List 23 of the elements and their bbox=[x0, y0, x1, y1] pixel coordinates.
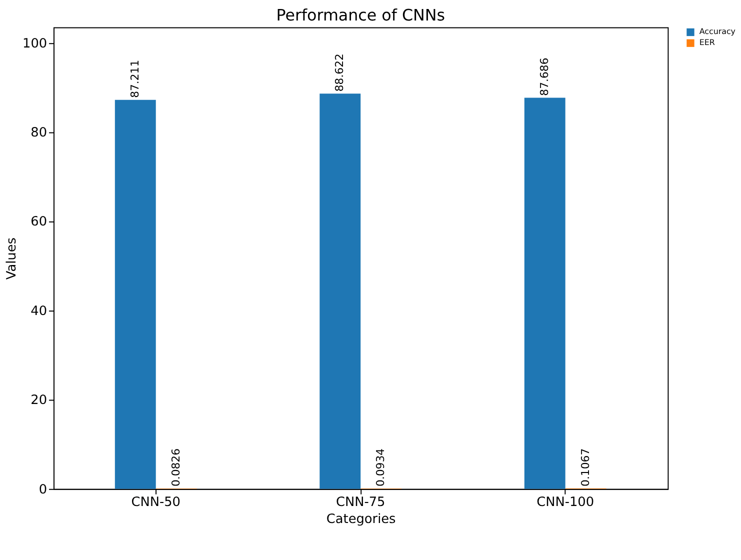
legend-label: EER bbox=[699, 38, 716, 48]
data-label: 87.211 bbox=[128, 60, 142, 98]
bar bbox=[114, 100, 156, 489]
y-tick-label: 0 bbox=[38, 482, 48, 498]
chart-title: Performance of CNNs bbox=[276, 5, 445, 24]
bar bbox=[320, 94, 361, 489]
x-tick-label: CNN-100 bbox=[536, 495, 594, 510]
data-label: 87.686 bbox=[538, 58, 551, 96]
y-tick-label: 80 bbox=[30, 126, 48, 141]
legend-label: Accuracy bbox=[699, 27, 736, 36]
y-tick-label: 40 bbox=[30, 304, 48, 319]
data-label: 88.622 bbox=[333, 54, 346, 92]
x-tick-label: CNN-50 bbox=[131, 495, 180, 510]
y-tick-label: 100 bbox=[22, 36, 48, 52]
data-label: 0.0826 bbox=[169, 448, 182, 487]
x-axis-title: Categories bbox=[326, 512, 396, 528]
y-tick-label: 20 bbox=[30, 393, 48, 408]
x-tick-label: CNN-75 bbox=[336, 495, 386, 510]
bar bbox=[524, 98, 566, 489]
y-tick-label: 60 bbox=[30, 214, 48, 230]
y-axis-title: Values bbox=[4, 237, 20, 280]
data-label: 0.0934 bbox=[374, 448, 388, 486]
data-label: 0.1067 bbox=[578, 448, 592, 486]
